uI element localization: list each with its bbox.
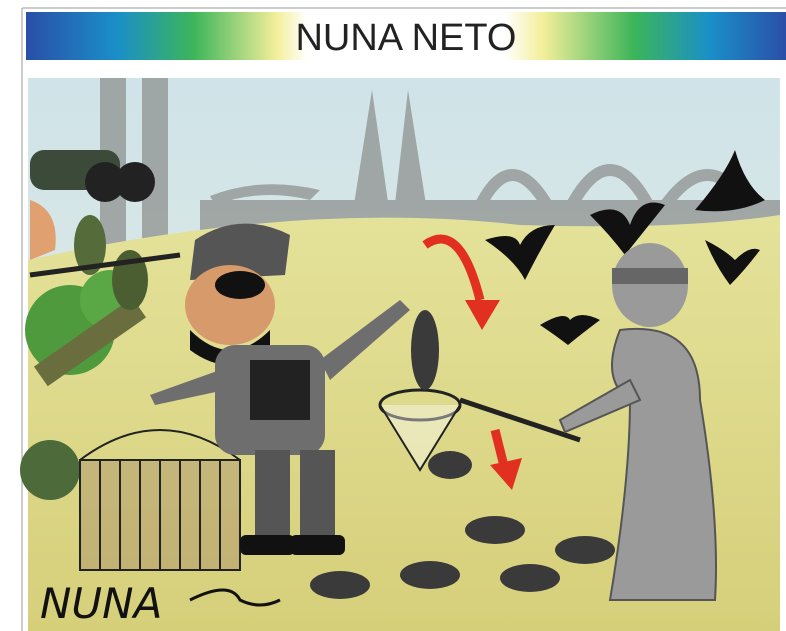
illustration: NUNA xyxy=(20,78,780,631)
header-title: NUNA NETO xyxy=(295,17,516,59)
signature: NUNA xyxy=(40,579,162,628)
page: NUNA NETO xyxy=(0,0,786,631)
